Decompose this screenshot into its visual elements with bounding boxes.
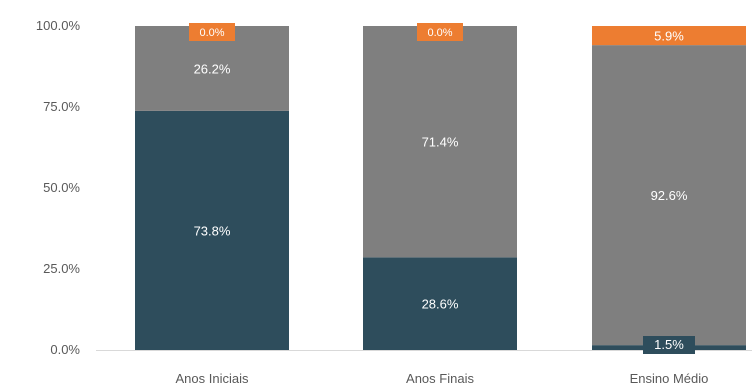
data-label: 0.0%	[199, 27, 224, 39]
data-label: 0.0%	[427, 27, 452, 39]
x-axis: Anos Iniciais Anos Finais Ensino Médio	[176, 371, 709, 386]
category-label: Anos Finais	[406, 371, 474, 386]
data-label-badge	[417, 23, 463, 41]
data-label: 73.8%	[194, 223, 231, 238]
y-tick-label: 75.0%	[43, 99, 80, 114]
data-label-badge	[189, 23, 235, 41]
data-label: 71.4%	[422, 135, 459, 150]
bars: 73.8% 26.2% 0.0% 28.6% 71.4% 0.0% 1.5% 92.6% 5.9…	[135, 23, 746, 354]
data-label: 1.5%	[654, 337, 684, 352]
data-label: 92.6%	[651, 188, 688, 203]
category-label: Anos Iniciais	[176, 371, 249, 386]
series-2-bar	[592, 45, 746, 346]
data-label: 5.9%	[654, 29, 684, 44]
y-tick-label: 100.0%	[36, 18, 81, 33]
series-1-bar	[363, 257, 517, 350]
y-tick-label: 0.0%	[50, 342, 80, 357]
series-3-bar	[592, 26, 746, 46]
y-tick-label: 25.0%	[43, 261, 80, 276]
series-1-bar	[135, 110, 289, 350]
category-label: Ensino Médio	[630, 371, 709, 386]
data-label-badge	[643, 336, 695, 354]
y-axis: 0.0% 25.0% 50.0% 75.0% 100.0%	[36, 18, 81, 357]
y-tick-label: 50.0%	[43, 180, 80, 195]
series-2-bar	[363, 26, 517, 258]
data-label: 28.6%	[422, 297, 459, 312]
data-label: 26.2%	[194, 61, 231, 76]
